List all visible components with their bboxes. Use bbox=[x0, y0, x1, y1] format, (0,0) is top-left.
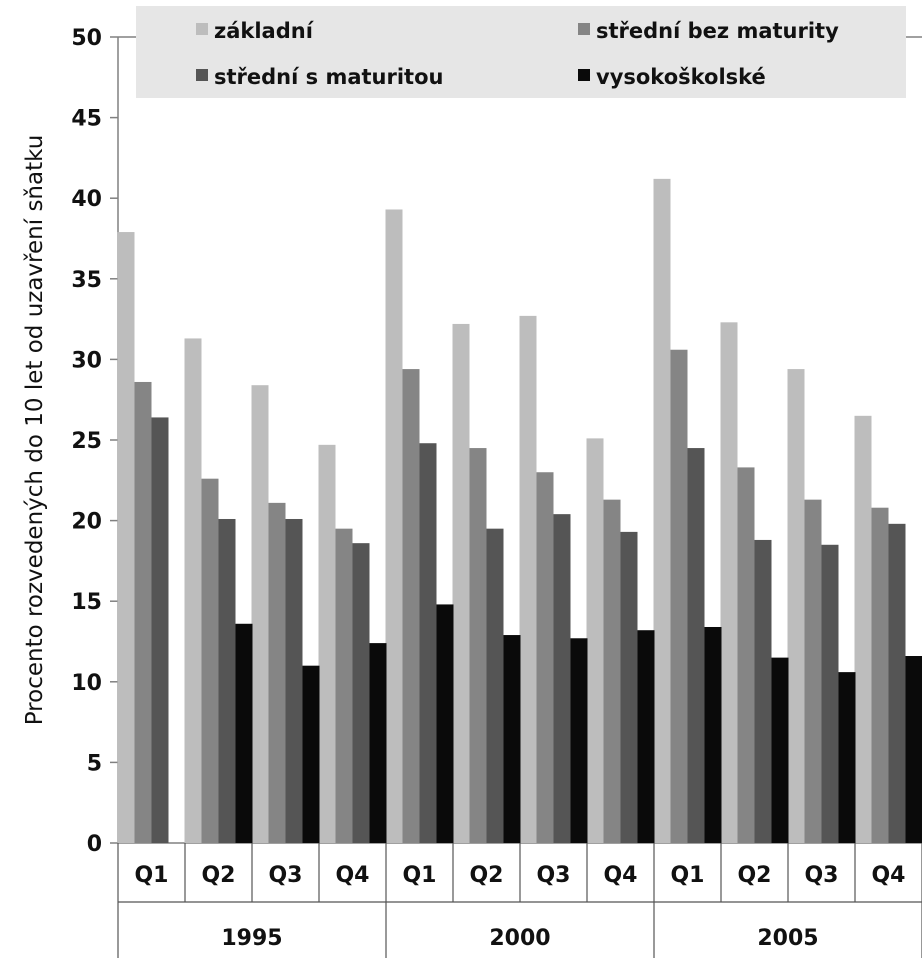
bar bbox=[871, 507, 889, 843]
bar bbox=[838, 672, 856, 843]
legend-label: střední s maturitou bbox=[214, 65, 443, 89]
y-tick-label: 50 bbox=[71, 26, 102, 51]
bar bbox=[854, 415, 872, 843]
x-tick-label: Q4 bbox=[871, 863, 905, 888]
x-tick-label: Q3 bbox=[268, 863, 302, 888]
y-tick-label: 15 bbox=[71, 590, 102, 615]
bar bbox=[469, 448, 487, 843]
bar bbox=[737, 467, 755, 843]
legend-box bbox=[136, 6, 906, 98]
bar bbox=[285, 518, 303, 843]
bar bbox=[335, 528, 353, 843]
bar bbox=[687, 448, 705, 843]
bar bbox=[570, 638, 588, 843]
bar bbox=[302, 665, 320, 843]
x-tick-label: Q1 bbox=[134, 863, 168, 888]
axes: 0 5 10 15 20 25 30 35 40 45 50 Q1 Q2 Q3 Q4 Q1 Q2 Q3 Q4 Q1 Q2… bbox=[71, 26, 922, 958]
y-tick-label: 20 bbox=[71, 510, 102, 535]
x-tick-label: Q2 bbox=[201, 863, 235, 888]
bar bbox=[620, 531, 638, 843]
legend-label: střední bez maturity bbox=[596, 19, 839, 43]
bar bbox=[268, 502, 286, 843]
y-tick-label: 40 bbox=[71, 187, 102, 212]
bar bbox=[536, 472, 554, 843]
bar bbox=[586, 438, 604, 843]
bar bbox=[553, 514, 571, 843]
y-tick-label: 5 bbox=[87, 751, 102, 776]
bar bbox=[603, 499, 621, 843]
bar bbox=[670, 349, 688, 843]
bar bbox=[704, 626, 722, 843]
bar bbox=[251, 385, 269, 843]
x-group-label: 2000 bbox=[489, 926, 550, 951]
bar bbox=[201, 478, 219, 843]
bar bbox=[519, 315, 537, 844]
x-tick-label: Q2 bbox=[469, 863, 503, 888]
legend-swatch bbox=[578, 23, 590, 35]
bar bbox=[771, 657, 789, 843]
bar bbox=[184, 338, 202, 843]
bars bbox=[117, 178, 922, 844]
bar bbox=[419, 443, 437, 843]
bar bbox=[134, 381, 152, 843]
bar bbox=[503, 635, 521, 843]
bar bbox=[637, 630, 655, 843]
bar bbox=[369, 643, 387, 843]
bar bbox=[318, 444, 336, 843]
x-tick-label: Q3 bbox=[804, 863, 838, 888]
bar bbox=[151, 417, 169, 843]
bar bbox=[653, 178, 671, 843]
y-tick-label: 35 bbox=[71, 268, 102, 293]
legend-label: základní bbox=[214, 19, 315, 43]
bar bbox=[905, 656, 922, 843]
x-tick-label: Q2 bbox=[737, 863, 771, 888]
y-axis-label: Procento rozvedených do 10 let od uzavře… bbox=[22, 135, 48, 726]
bar bbox=[720, 322, 738, 844]
bar bbox=[804, 499, 822, 843]
x-tick-label: Q4 bbox=[603, 863, 637, 888]
bar bbox=[436, 604, 454, 843]
x-tick-label: Q4 bbox=[335, 863, 369, 888]
legend-swatch bbox=[196, 23, 208, 35]
bar bbox=[117, 232, 135, 843]
bar bbox=[754, 539, 772, 843]
bar bbox=[821, 544, 839, 843]
y-tick-label: 45 bbox=[71, 107, 102, 132]
x-tick-label: Q3 bbox=[536, 863, 570, 888]
bar bbox=[787, 369, 805, 843]
legend-swatch bbox=[578, 69, 590, 81]
x-tick-label: Q1 bbox=[670, 863, 704, 888]
legend: základní střední bez maturity střední s ma… bbox=[136, 6, 906, 98]
bar bbox=[402, 369, 420, 843]
bar bbox=[352, 543, 370, 843]
y-tick-label: 25 bbox=[71, 429, 102, 454]
bar bbox=[385, 209, 403, 843]
legend-label: vysokoškolské bbox=[596, 65, 766, 89]
x-group-label: 1995 bbox=[221, 926, 282, 951]
bar bbox=[486, 528, 504, 843]
bar bbox=[888, 523, 906, 843]
y-tick-label: 0 bbox=[87, 832, 102, 857]
bar bbox=[452, 323, 470, 843]
y-tick-label: 10 bbox=[71, 671, 102, 696]
x-group-label: 2005 bbox=[757, 926, 818, 951]
x-tick-label: Q1 bbox=[402, 863, 436, 888]
bar bbox=[235, 623, 253, 843]
legend-swatch bbox=[196, 69, 208, 81]
bar bbox=[218, 518, 236, 843]
y-tick-label: 30 bbox=[71, 348, 102, 373]
